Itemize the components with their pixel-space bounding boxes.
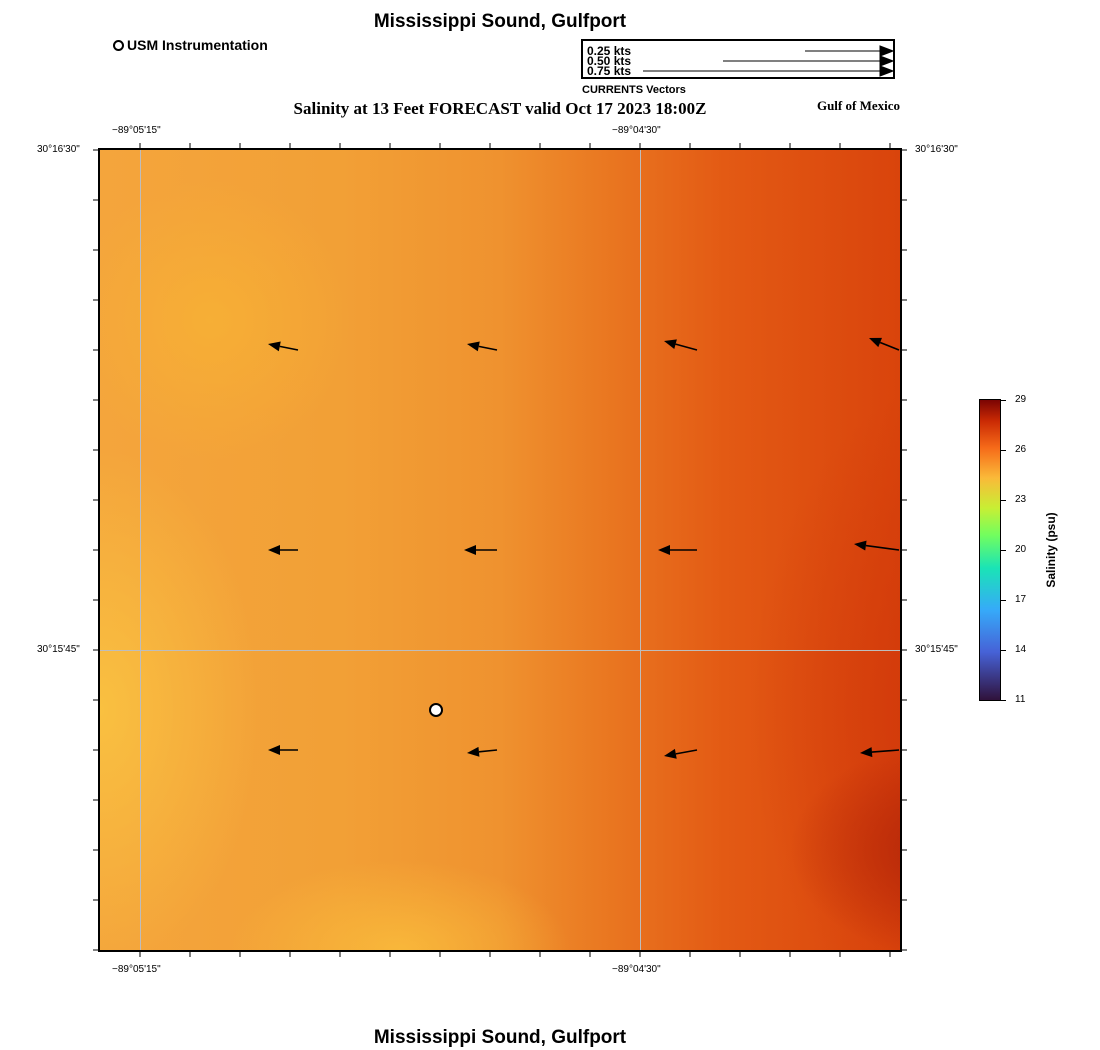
lat-label-left: 30°15'45" <box>37 644 80 655</box>
colorbar-tick-label: 14 <box>1015 644 1027 655</box>
vector-key-label: 0.25 kts <box>587 44 632 58</box>
station-circle-icon <box>113 39 124 51</box>
current-vector-arrow <box>658 545 697 555</box>
colorbar-tick <box>1001 450 1006 451</box>
salinity-colorbar <box>979 399 1001 701</box>
vector-key-label: 0.75 kts <box>587 64 632 78</box>
colorbar-tick-label: 23 <box>1015 494 1027 505</box>
footer-title: Mississippi Sound, Gulfport <box>373 1027 627 1048</box>
colorbar-tick <box>1001 550 1006 551</box>
lat-label-right: 30°15'45" <box>915 644 958 655</box>
colorbar-tick-label: 20 <box>1015 544 1027 555</box>
usm-station-marker[interactable] <box>429 703 443 717</box>
map-title: Mississippi Sound, Gulfport <box>373 11 627 32</box>
colorbar-tick <box>1001 700 1006 701</box>
vector-scale-key: 0.25 kts 0.50 kts 0.75 kts <box>581 39 895 79</box>
colorbar-tick-label: 26 <box>1015 444 1027 455</box>
current-vector-arrow <box>467 341 498 352</box>
vector-key-label: 0.50 kts <box>587 54 632 68</box>
salinity-map[interactable] <box>98 148 902 952</box>
colorbar-tick <box>1001 400 1006 401</box>
colorbar-tick-label: 11 <box>1015 694 1026 705</box>
grid-line-lon <box>140 150 141 950</box>
current-vector-arrow <box>268 341 299 352</box>
vector-caption: CURRENTS Vectors <box>582 84 686 96</box>
current-vector-arrow <box>664 748 698 759</box>
colorbar-tick <box>1001 600 1006 601</box>
lon-label-top: −89°04'30" <box>612 125 661 136</box>
lat-label-left: 30°16'30" <box>37 144 80 155</box>
colorbar-tick-label: 17 <box>1015 594 1027 605</box>
salinity-field <box>100 150 900 950</box>
current-vector-arrow <box>860 747 900 758</box>
lon-label-bottom: −89°04'30" <box>612 964 661 975</box>
colorbar-tick <box>1001 500 1006 501</box>
colorbar-title: Salinity (psu) <box>1044 512 1058 588</box>
grid-line-lat <box>100 650 900 651</box>
current-vector-arrow <box>869 337 900 351</box>
colorbar-tick-label: 29 <box>1015 394 1027 405</box>
colorbar-tick <box>1001 650 1006 651</box>
current-vector-arrow <box>268 545 298 555</box>
vector-key-arrows <box>643 45 895 77</box>
lat-label-right: 30°16'30" <box>915 144 958 155</box>
current-vector-arrow <box>268 745 298 755</box>
current-vector-arrow <box>464 545 497 555</box>
current-vector-arrow <box>664 339 698 351</box>
usm-legend-label: USM Instrumentation <box>127 37 268 53</box>
grid-line-lon <box>640 150 641 950</box>
lon-label-top: −89°05'15" <box>112 125 161 136</box>
current-vector-arrow <box>467 746 498 757</box>
current-vector-arrow <box>854 540 900 551</box>
lon-label-bottom: −89°05'15" <box>112 964 161 975</box>
usm-legend: USM Instrumentation <box>113 37 268 53</box>
region-label: Gulf of Mexico <box>816 98 900 113</box>
current-vectors <box>268 337 900 759</box>
map-subtitle: Salinity at 13 Feet FORECAST valid Oct 1… <box>293 99 707 118</box>
